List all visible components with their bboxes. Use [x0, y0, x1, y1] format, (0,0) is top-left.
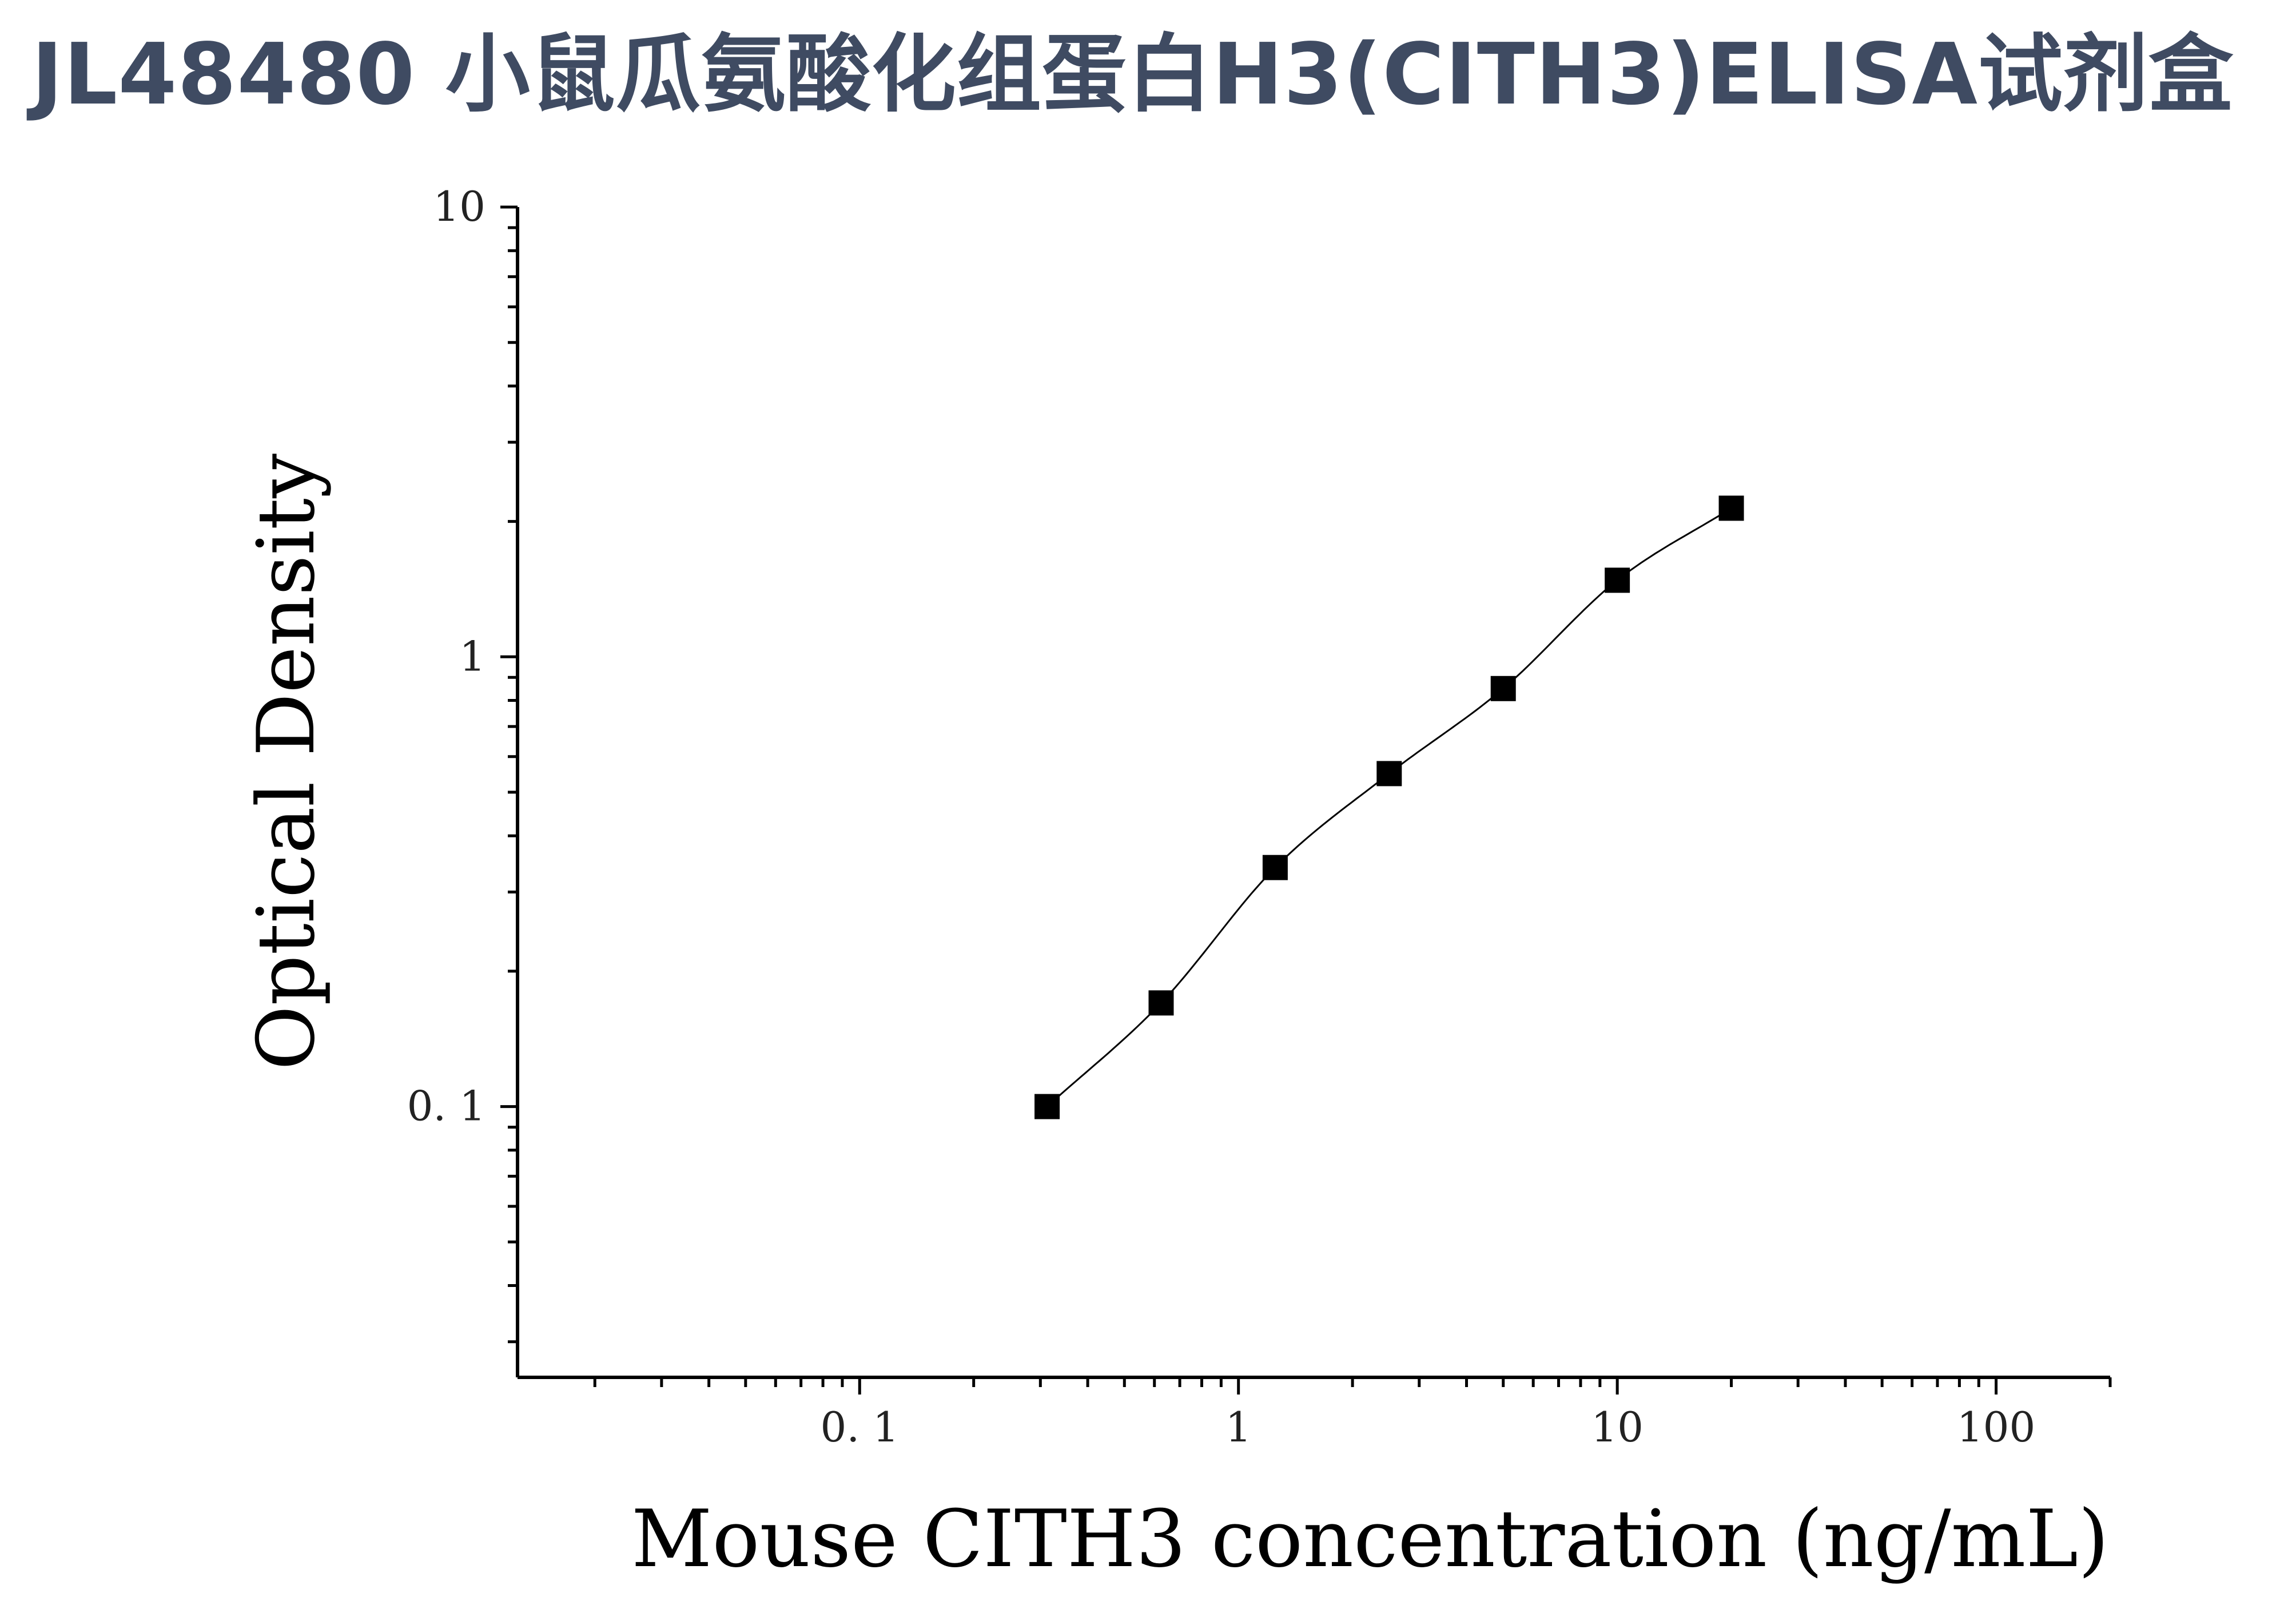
x-tick-label: 1: [1225, 1403, 1252, 1451]
data-point: [1718, 495, 1744, 521]
data-point: [1148, 990, 1174, 1016]
fit-curve: [1046, 507, 1732, 1107]
page-title: JL48480 小鼠瓜氨酸化组蛋白H3(CITH3)ELISA试剂盒: [31, 25, 2234, 124]
y-axis-title: Optical Density: [240, 454, 332, 1070]
data-points: [1034, 495, 1744, 1119]
data-point: [1034, 1094, 1060, 1119]
x-tick-label: 100: [1957, 1403, 2035, 1451]
y-tick-label: 0. 1: [407, 1082, 486, 1130]
data-point: [1376, 761, 1402, 786]
data-point: [1262, 855, 1288, 880]
y-tick-label: 1: [459, 632, 486, 680]
x-axis-title: Mouse CITH3 concentration (ng/mL): [631, 1493, 2109, 1585]
data-point: [1605, 567, 1630, 593]
data-point: [1490, 676, 1516, 701]
fit-curve-layer: [1046, 507, 1732, 1107]
axes: [500, 205, 2112, 1395]
x-tick-label: 0. 1: [821, 1403, 899, 1451]
y-tick-label: 10: [433, 182, 486, 231]
axis-labels: 0. 1 1 10 100 0. 1 1 10: [407, 182, 2036, 1451]
x-tick-label: 10: [1591, 1403, 1644, 1451]
